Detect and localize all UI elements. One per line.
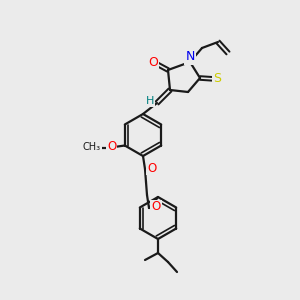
Text: O: O bbox=[147, 161, 157, 175]
Text: CH₃: CH₃ bbox=[83, 142, 101, 152]
Text: O: O bbox=[152, 200, 160, 214]
Text: S: S bbox=[213, 73, 221, 85]
Text: H: H bbox=[146, 96, 154, 106]
Text: O: O bbox=[148, 56, 158, 68]
Text: O: O bbox=[107, 140, 116, 153]
Text: N: N bbox=[185, 50, 195, 64]
